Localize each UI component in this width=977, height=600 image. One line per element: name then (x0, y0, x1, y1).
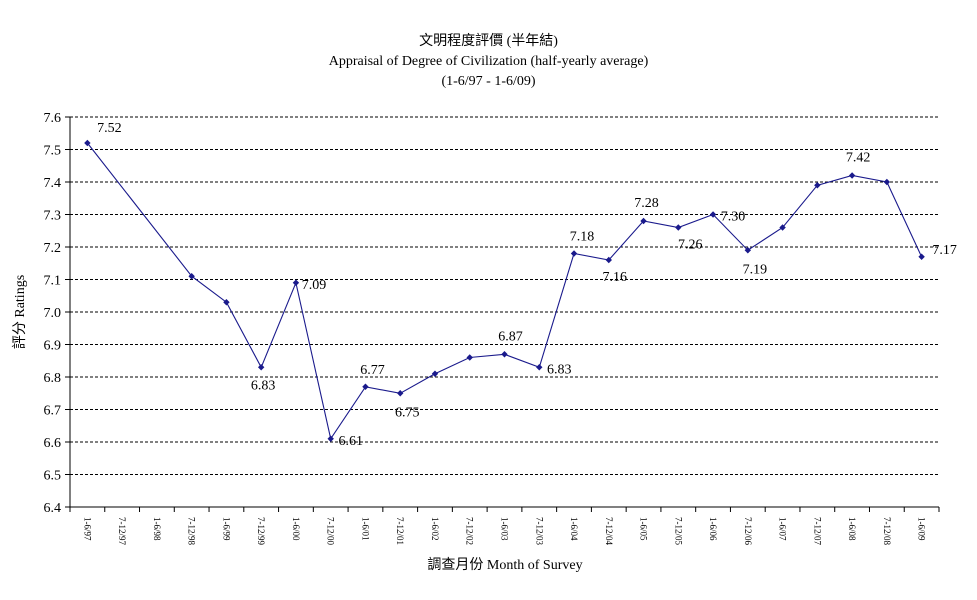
x-tick-label: 1-6/03 (500, 517, 510, 541)
data-label: 7.30 (721, 210, 746, 225)
y-tick-label: 6.9 (44, 339, 62, 354)
data-point (918, 253, 925, 260)
data-point (292, 279, 300, 286)
data-point (640, 217, 647, 225)
x-axis-title: 調查月份 Month of Survey (427, 557, 582, 573)
x-tick-label: 1-6/02 (430, 517, 440, 541)
data-point (84, 139, 91, 147)
x-tick-label: 7-12/98 (187, 517, 197, 545)
x-tick-label: 1-6/05 (639, 517, 649, 541)
y-tick-label: 6.7 (44, 404, 62, 419)
data-point (848, 172, 856, 179)
chart-title: 文明程度評價 (半年結) (419, 34, 558, 49)
series-line (86, 142, 923, 441)
data-label: 6.61 (338, 434, 363, 449)
data-point (675, 224, 682, 231)
data-point (466, 354, 473, 361)
x-tick-label: 7-12/97 (117, 517, 127, 545)
data-point (362, 383, 369, 390)
data-point (431, 370, 439, 377)
data-label: 6.83 (547, 362, 572, 377)
data-label-layer: 7.52 6.83 7.09 6.61 6.77 6.75 6.87 6.83 7.18 7.16… (97, 121, 957, 449)
y-tick-label: 6.5 (44, 469, 62, 484)
data-point (883, 178, 891, 186)
x-tick-label: 1-6/08 (847, 517, 857, 541)
data-label: 6.77 (360, 363, 385, 378)
x-tick-label: 7-12/03 (534, 517, 544, 545)
y-tick-label: 7.5 (44, 144, 62, 159)
y-tick-label: 7.4 (44, 176, 62, 191)
data-point (814, 182, 821, 189)
chart-subtitle: Appraisal of Degree of Civilization (hal… (328, 54, 649, 69)
x-tick-label: 1-6/00 (291, 517, 301, 541)
series-line-layer (86, 142, 923, 441)
y-tick-label: 6.6 (44, 436, 62, 451)
data-label: 7.17 (932, 243, 957, 258)
x-tick-label: 1-6/09 (917, 517, 927, 541)
y-tick-label: 7.1 (44, 274, 62, 289)
data-point-layer (84, 139, 925, 442)
data-point (779, 224, 786, 231)
x-tick-label: 1-6/97 (82, 517, 92, 541)
data-point (223, 299, 230, 306)
x-tick-label: 7-12/08 (882, 517, 892, 545)
data-point (536, 364, 543, 371)
x-tick-label: 7-12/00 (326, 517, 336, 545)
data-point (744, 247, 752, 254)
data-label: 6.87 (498, 329, 523, 344)
x-tick-label: 1-6/07 (778, 517, 788, 541)
chart-period: (1-6/97 - 1-6/09) (441, 74, 536, 89)
data-point (570, 250, 578, 257)
y-tick-label: 7.0 (44, 306, 62, 321)
y-tick-label: 6.4 (44, 501, 62, 516)
x-tick-label: 7-12/05 (673, 517, 683, 545)
x-tick-label: 7-12/06 (743, 517, 753, 545)
y-tick-label: 7.2 (44, 241, 62, 256)
data-label: 6.75 (395, 405, 420, 420)
data-label: 6.83 (251, 378, 276, 393)
data-point (257, 364, 265, 371)
x-tick-label: 7-12/01 (395, 517, 405, 545)
data-label: 7.42 (846, 151, 871, 166)
x-tick-label: 1-6/06 (708, 517, 718, 541)
x-tick-label: 1-6/01 (360, 517, 370, 541)
x-tick-label: 7-12/99 (256, 517, 266, 545)
data-label: 7.09 (302, 278, 327, 293)
data-point (709, 211, 717, 218)
data-label: 7.18 (570, 230, 595, 245)
x-tick-label: 1-6/98 (152, 517, 162, 541)
data-label: 7.52 (97, 121, 122, 136)
chart-title-block: 文明程度評價 (半年結) Appraisal of Degree of Civi… (0, 32, 977, 92)
y-tick-label: 7.6 (44, 111, 62, 126)
data-label: 7.28 (634, 196, 659, 211)
data-point (605, 256, 612, 264)
data-label: 7.26 (678, 238, 703, 253)
data-point (327, 435, 334, 442)
y-tick-label: 6.8 (44, 371, 62, 386)
grid-layer (70, 116, 939, 475)
y-tick-label: 7.3 (44, 209, 62, 224)
x-tick-label: 7-12/07 (812, 517, 822, 545)
y-axis-title: 評分 Ratings (12, 275, 28, 349)
x-tick-label: 7-12/04 (604, 517, 614, 545)
x-tick-label: 1-6/99 (221, 517, 231, 541)
data-label: 7.16 (603, 270, 628, 285)
data-label: 7.19 (743, 262, 768, 277)
data-point (188, 273, 195, 280)
x-tick-label: 1-6/04 (569, 517, 579, 541)
data-point (397, 390, 404, 397)
data-point (501, 351, 508, 358)
x-tick-label: 7-12/02 (465, 517, 475, 545)
axis-layer: 6.4 6.5 6.6 6.7 6.8 6.9 7.0 7.1 7.2 7.3 7.4 7.5 7.6 1… (44, 111, 940, 545)
